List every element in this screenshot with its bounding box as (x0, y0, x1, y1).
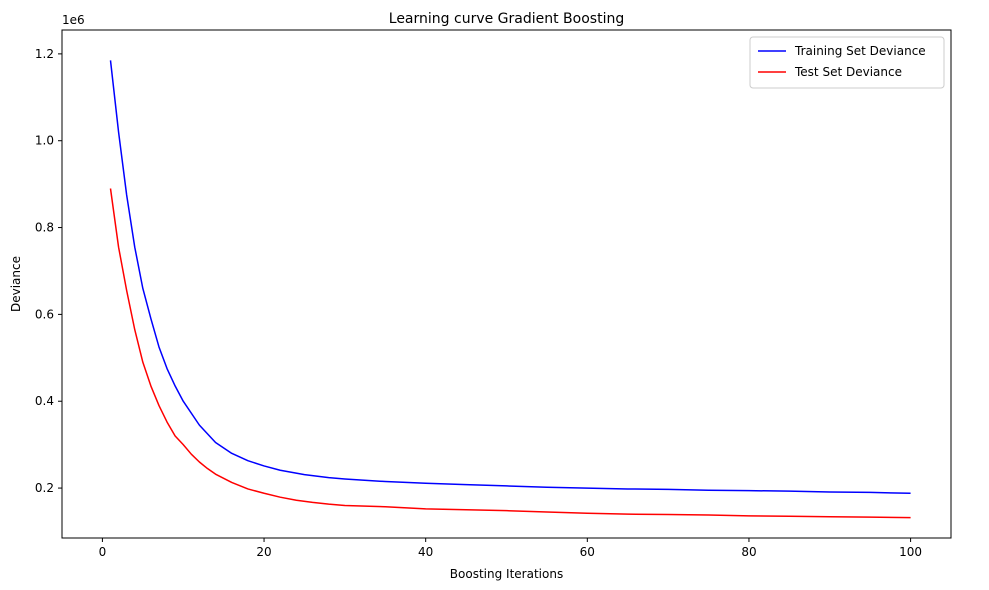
y-offset-label: 1e6 (62, 13, 85, 27)
plot-area (109, 60, 911, 519)
x-tick-label: 60 (580, 545, 595, 559)
y-axis-label: Deviance (9, 256, 23, 312)
x-tick-label: 100 (899, 545, 922, 559)
y-axis-ticks: 0.2 0.4 0.6 0.8 1.0 1.2 (35, 47, 62, 495)
legend: Training Set Deviance Test Set Deviance (749, 36, 945, 89)
legend-label-test: Test Set Deviance (794, 65, 902, 79)
x-tick-label: 20 (256, 545, 271, 559)
x-tick-label: 80 (741, 545, 756, 559)
chart-title: Learning curve Gradient Boosting (389, 11, 624, 27)
y-tick-label: 1.0 (35, 134, 54, 148)
legend-box (749, 36, 945, 89)
axes-frame (61, 29, 952, 539)
x-tick-label: 40 (418, 545, 433, 559)
y-tick-label: 1.2 (35, 47, 54, 61)
x-tick-label: 0 (99, 545, 107, 559)
y-tick-label: 0.6 (35, 307, 54, 321)
y-tick-label: 0.4 (35, 394, 54, 408)
series-line-test (109, 188, 911, 519)
x-axis-label: Boosting Iterations (450, 567, 563, 581)
legend-label-training: Training Set Deviance (794, 44, 926, 58)
y-tick-label: 0.2 (35, 481, 54, 495)
x-axis-ticks: 0 20 40 60 80 100 (99, 538, 922, 559)
series-line-training (109, 60, 911, 495)
y-tick-label: 0.8 (35, 221, 54, 235)
